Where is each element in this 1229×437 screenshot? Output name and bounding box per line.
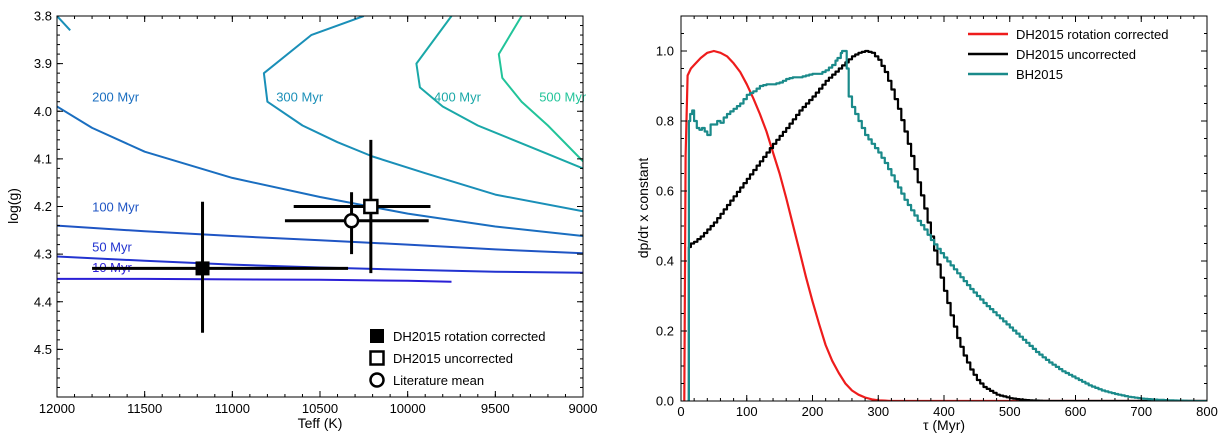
y-tick-label: 0.8 (656, 114, 674, 129)
y-tick-label: 3.8 (34, 9, 52, 24)
isochrone-label-400-myr: 400 Myr (434, 90, 482, 105)
isochrone-label-300-myr: 300 Myr (276, 90, 324, 105)
legend-entry-dh2015-uncorrected: DH2015 uncorrected (369, 350, 513, 366)
isochrone-10-myr-0 (57, 277, 452, 283)
legend-entry-dh2015-rotation-corrected: DH2015 rotation corrected (370, 329, 545, 344)
legend-entry-bh2015: BH2015 (968, 67, 1063, 82)
x-tick-label: 0 (677, 404, 684, 419)
x-tick-label: 600 (1065, 404, 1087, 419)
right-y-axis-label: dp/dτ x constant (635, 158, 651, 259)
y-tick-label: 1.0 (656, 44, 674, 59)
x-tick-label: 12000 (39, 401, 75, 416)
series-line-bh2015 (687, 49, 1207, 401)
hr-diagram-panel: 200 Myr 300 Myr 400 Myr 500 Myr 100 Myr 50 My… (5, 9, 597, 432)
legend-label: BH2015 (1016, 67, 1063, 82)
legend-entry-dh2015-rotation-corrected: DH2015 rotation corrected (968, 27, 1168, 42)
left-x-axis-label: Teff (K) (298, 415, 343, 431)
isochrone-label-200-myr: 200 Myr (92, 90, 140, 105)
left-x-ticks: 12000 11500 11000 10500 10000 9500 9000 (39, 16, 598, 416)
isochrone-curves (57, 16, 583, 283)
legend-filled-square-marker (370, 329, 384, 343)
distribution-curves (683, 49, 1207, 401)
open-square-marker (363, 198, 379, 215)
isochrone-300-myr-5 (262, 16, 583, 213)
x-tick-label: 200 (802, 404, 824, 419)
y-tick-label: 4.3 (34, 247, 52, 262)
right-x-axis-label: τ (Myr) (923, 417, 965, 433)
data-points (92, 139, 431, 333)
legend-label: DH2015 rotation corrected (393, 329, 545, 344)
point-dh2015-uncorrected (293, 139, 431, 274)
y-tick-label: 4.2 (34, 199, 52, 214)
legend-label: Literature mean (393, 373, 484, 388)
left-y-ticks: 3.8 3.9 4.0 4.1 4.2 4.3 4.4 4.5 (34, 9, 583, 398)
filled-square-marker (195, 261, 210, 276)
x-tick-label: 10500 (302, 401, 338, 416)
y-tick-label: 0.0 (656, 394, 674, 409)
isochrone-500-myr-7 (497, 16, 583, 162)
x-tick-label: 9000 (569, 401, 598, 416)
isochrone-400-myr-6 (415, 16, 583, 170)
x-tick-label: 700 (1130, 404, 1152, 419)
right-y-ticks: 0.0 0.2 0.4 0.6 0.8 1.0 (656, 15, 1207, 409)
series-line-dh2015-uncorrected (687, 49, 1207, 401)
isochrone-label-50-myr: 50 Myr (92, 240, 132, 255)
x-tick-label: 500 (999, 404, 1021, 419)
right-legend: DH2015 rotation corrected DH2015 uncorrec… (968, 27, 1168, 82)
y-tick-label: 0.2 (656, 324, 674, 339)
x-tick-label: 400 (933, 404, 955, 419)
open-circle-marker (343, 213, 360, 229)
right-x-ticks: 0 100 200 300 400 500 600 700 800 (677, 16, 1218, 419)
legend-open-circle-marker (369, 372, 385, 388)
legend-open-square-marker (369, 350, 385, 366)
x-tick-label: 10000 (390, 401, 426, 416)
age-distribution-panel: 0 100 200 300 400 500 600 700 800 0.00.20.40.60.… (635, 15, 1218, 433)
legend-entry-dh2015-uncorrected: DH2015 uncorrected (968, 47, 1136, 62)
legend-label: DH2015 uncorrected (1016, 47, 1136, 62)
x-tick-label: 300 (867, 404, 889, 419)
isochrone-label-500-myr: 500 Myr (539, 90, 587, 105)
isochrone-label-100-myr: 100 Myr (92, 199, 140, 214)
isochrone-100-myr-2 (57, 224, 583, 255)
y-tick-label: 3.9 (34, 56, 52, 71)
point-literature-mean (284, 192, 429, 255)
x-tick-label: 9500 (481, 401, 510, 416)
y-tick-label: 0.6 (656, 184, 674, 199)
right-plot-frame (680, 15, 1208, 402)
y-tick-label: 0.4 (656, 254, 674, 269)
x-tick-label: 800 (1196, 404, 1218, 419)
x-tick-label: 100 (736, 404, 758, 419)
isochrone-labels: 200 Myr 300 Myr 400 Myr 500 Myr 100 Myr 50 My… (92, 90, 587, 276)
y-tick-label: 4.1 (34, 151, 52, 166)
series-line-dh2015-rotation-corrected (683, 49, 1207, 401)
left-y-axis-label: log(g) (5, 188, 21, 224)
legend-label: DH2015 uncorrected (393, 351, 513, 366)
x-tick-label: 11500 (127, 401, 162, 416)
isochrone-200-myr-3 (57, 105, 583, 237)
y-tick-label: 4.0 (34, 104, 52, 119)
legend-label: DH2015 rotation corrected (1016, 27, 1168, 42)
y-tick-label: 4.4 (34, 294, 52, 309)
y-tick-label: 4.5 (34, 342, 52, 357)
point-dh2015-rotation-corrected (92, 201, 349, 333)
left-legend: DH2015 rotation corrected DH2015 uncorrec… (369, 329, 545, 388)
isochrone-50-myr-1 (57, 255, 583, 274)
x-tick-label: 11000 (215, 401, 250, 416)
isochrone-300-myr-4 (57, 16, 71, 31)
legend-entry-literature-mean: Literature mean (369, 372, 484, 388)
